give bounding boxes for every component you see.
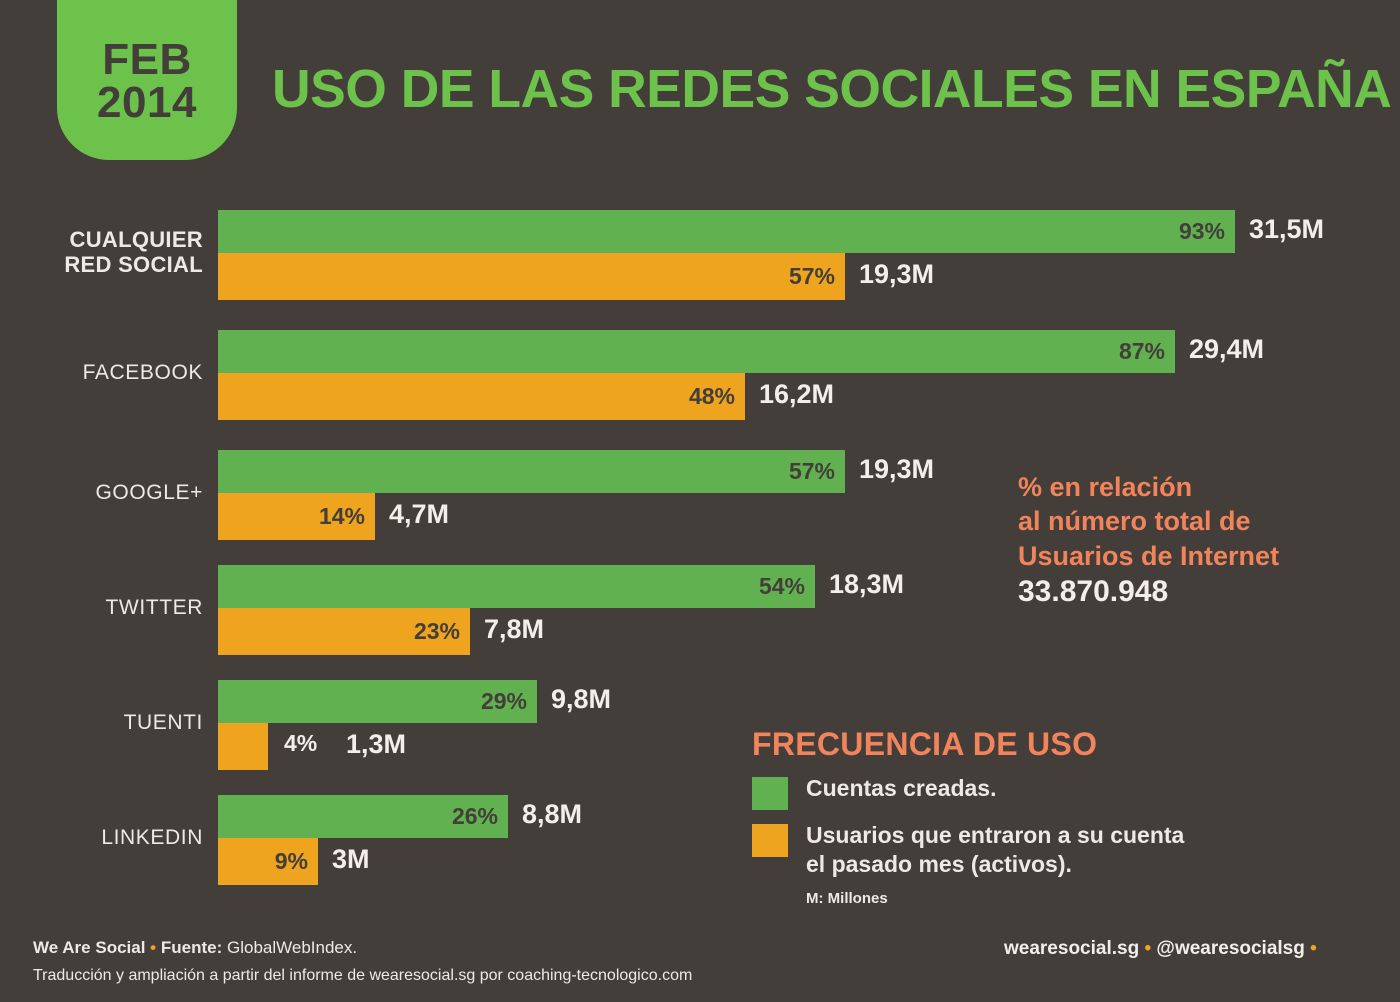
bar-wrap-green: 29% 9,8M: [218, 680, 611, 723]
footer-source-value: GlobalWebIndex.: [226, 938, 358, 957]
footer-source-label: Fuente:: [160, 938, 223, 957]
bar-absolute-value: 19,3M: [859, 453, 935, 484]
footer-handle[interactable]: @wearesocialsg: [1156, 938, 1305, 959]
legend-swatch-green-icon: [752, 777, 788, 810]
internet-users-total: 33.870.948: [1018, 574, 1169, 608]
bar-percent-label: 14%: [318, 503, 365, 529]
footer-dot-1-icon: •: [150, 938, 157, 957]
bar-absolute-value: 1,3M: [346, 728, 407, 759]
bar-absolute-value: 7,8M: [484, 613, 545, 644]
bar-absolute-value: 3M: [332, 843, 370, 874]
bar-wrap-orange: 57% 19,3M: [218, 253, 934, 300]
bar-green[interactable]: 26%: [218, 795, 508, 838]
legend-label-active-line1: Usuarios que entraron a su cuenta: [806, 822, 1185, 848]
bar-absolute-value: 31,5M: [1249, 213, 1325, 244]
page-title: USO DE LAS REDES SOCIALES EN ESPAÑA: [272, 59, 1392, 119]
bar-absolute-value: 16,2M: [759, 378, 835, 409]
bar-absolute-value: 4,7M: [389, 498, 450, 529]
bar-green[interactable]: 54%: [218, 565, 815, 608]
footer-dot-3-icon: •: [1310, 938, 1317, 959]
legend-label-active-line2: el pasado mes (activos).: [806, 851, 1072, 878]
footer-site[interactable]: wearesocial.sg: [1004, 938, 1140, 959]
bar-wrap-orange: 23% 7,8M: [218, 608, 544, 655]
note-line-2: al número total de: [1018, 506, 1251, 537]
footer-dot-2-icon: •: [1144, 938, 1152, 959]
legend: FRECUENCIA DE USO Cuentas creadas. Usuar…: [752, 726, 1372, 907]
row-label-cualquier: CUALQUIER RED SOCIAL: [64, 227, 203, 277]
bar-green[interactable]: 57%: [218, 450, 845, 493]
bar-absolute-value: 9,8M: [551, 683, 612, 714]
bar-percent-label: 26%: [451, 803, 498, 829]
bar-wrap-orange: 48% 16,2M: [218, 373, 834, 420]
bar-wrap-green: 54% 18,3M: [218, 565, 904, 608]
footer-left: We Are Social • Fuente: GlobalWebIndex. …: [33, 938, 692, 985]
row-label-tuenti: TUENTI: [123, 711, 203, 734]
legend-swatch-orange-icon: [752, 824, 788, 857]
bar-wrap-green: 93% 31,5M: [218, 210, 1324, 253]
bar-wrap-green: 87% 29,4M: [218, 330, 1264, 373]
legend-label-created: Cuentas creadas.: [806, 775, 997, 801]
bar-orange[interactable]: 9%: [218, 838, 318, 885]
bar-percent-label: 57%: [788, 263, 835, 289]
bar-green[interactable]: 87%: [218, 330, 1175, 373]
bar-percent-label: 57%: [788, 458, 835, 484]
bar-percent-label: 23%: [413, 618, 460, 644]
badge-year: 2014: [97, 78, 197, 127]
bar-absolute-value: 29,4M: [1189, 333, 1265, 364]
bar-percent-label: 9%: [274, 848, 308, 874]
legend-item-created: Cuentas creadas.: [752, 774, 1372, 810]
footer-source-line: We Are Social • Fuente: GlobalWebIndex.: [33, 938, 692, 958]
bar-absolute-value: 19,3M: [859, 258, 935, 289]
bar-percent-label: 4%: [284, 729, 318, 756]
bar-wrap-orange: 1,3M: [218, 723, 406, 770]
internet-users-note: % en relación al número total de Usuario…: [1018, 470, 1398, 609]
bar-wrap-orange: 9% 3M: [218, 838, 370, 885]
bar-orange[interactable]: 23%: [218, 608, 470, 655]
footer-right: wearesocial.sg • @wearesocialsg •: [1004, 938, 1317, 960]
bar-orange[interactable]: [218, 723, 268, 770]
badge-month: FEB: [102, 34, 192, 84]
note-line-3: Usuarios de Internet: [1018, 540, 1280, 571]
bar-orange[interactable]: 14%: [218, 493, 375, 540]
bar-percent-label: 29%: [480, 688, 527, 714]
bar-orange[interactable]: 48%: [218, 373, 745, 420]
note-line-1: % en relación: [1018, 472, 1193, 502]
bar-absolute-value: 8,8M: [522, 798, 583, 829]
bar-percent-label: 87%: [1118, 338, 1165, 364]
bar-percent-label: 93%: [1178, 218, 1225, 244]
bar-orange[interactable]: 57%: [218, 253, 845, 300]
bar-wrap-green: 26% 8,8M: [218, 795, 582, 838]
date-badge: FEB 2014: [57, 0, 237, 160]
legend-title: FRECUENCIA DE USO: [752, 726, 1098, 762]
legend-item-active: Usuarios que entraron a su cuenta el pas…: [752, 821, 1372, 880]
bar-green[interactable]: 93%: [218, 210, 1235, 253]
bar-percent-label: 54%: [758, 573, 805, 599]
footer-brand: We Are Social: [33, 938, 146, 957]
row-label-google-: GOOGLE+: [95, 481, 203, 504]
row-label-twitter: TWITTER: [105, 596, 203, 619]
bar-wrap-orange: 14% 4,7M: [218, 493, 449, 540]
bar-percent-label: 48%: [688, 383, 735, 409]
footer-translation: Traducción y ampliación a partir del inf…: [33, 967, 693, 984]
bar-wrap-green: 57% 19,3M: [218, 450, 934, 493]
legend-label-active: Usuarios que entraron a su cuenta el pas…: [806, 821, 1184, 880]
bar-absolute-value: 18,3M: [829, 568, 905, 599]
row-label-facebook: FACEBOOK: [82, 361, 203, 384]
row-label-linkedin: LINKEDIN: [101, 826, 203, 849]
bar-green[interactable]: 29%: [218, 680, 537, 723]
legend-unit-note: M: Millones: [806, 889, 888, 907]
